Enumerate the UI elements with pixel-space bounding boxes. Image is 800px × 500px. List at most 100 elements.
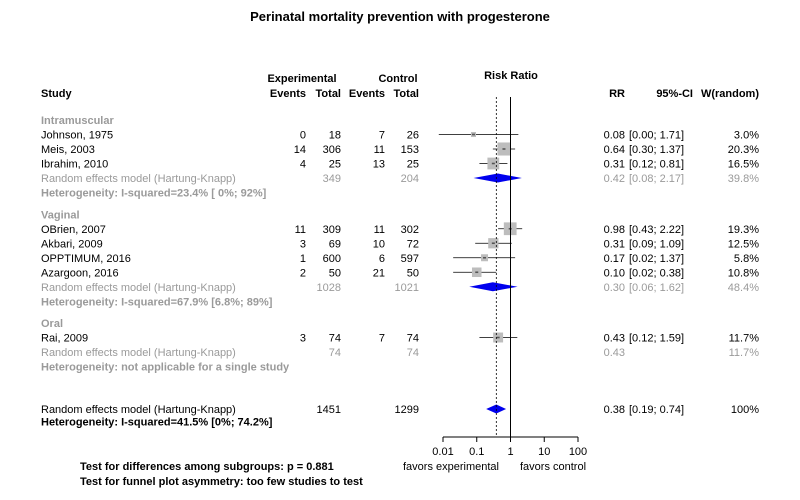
pooled-rr: 0.30 bbox=[604, 282, 625, 294]
rr-value: 0.64 bbox=[604, 144, 625, 156]
pooled-diamond bbox=[469, 282, 518, 292]
weight-value: 16.5% bbox=[728, 159, 759, 171]
header-weight: W(random) bbox=[701, 88, 759, 100]
pooled-weight: 48.4% bbox=[728, 282, 759, 294]
pooled-ci: [0.06; 1.62] bbox=[629, 282, 684, 294]
exp-events: 2 bbox=[300, 267, 306, 279]
study-label: Ibrahim, 2010 bbox=[41, 159, 108, 171]
header-control: Control bbox=[378, 73, 417, 85]
pooled-exp-total: 74 bbox=[329, 347, 341, 359]
x-tick-label: 100 bbox=[569, 446, 587, 458]
pooled-label: Random effects model (Hartung-Knapp) bbox=[41, 173, 236, 185]
pooled-rr: 0.42 bbox=[604, 173, 625, 185]
header-study: Study bbox=[41, 88, 72, 100]
header-experimental: Experimental bbox=[267, 73, 336, 85]
x-tick-label: 0.1 bbox=[469, 446, 484, 458]
header-exp-events: Events bbox=[270, 88, 306, 100]
ctrl-events: 10 bbox=[373, 238, 385, 250]
heterogeneity-label: Heterogeneity: I-squared=23.4% [ 0%; 92%… bbox=[41, 188, 267, 200]
footer-funnel-test: Test for funnel plot asymmetry: too few … bbox=[80, 476, 363, 488]
pooled-exp-total: 1028 bbox=[317, 282, 341, 294]
ctrl-events: 7 bbox=[379, 130, 385, 142]
ci-value: [0.30; 1.37] bbox=[629, 144, 684, 156]
weight-value: 12.5% bbox=[728, 238, 759, 250]
exp-total: 18 bbox=[329, 130, 341, 142]
x-axis: 0.01 0.1 1 10 100 bbox=[432, 97, 587, 458]
header-rr: RR bbox=[609, 88, 625, 100]
header-ctrl-total: Total bbox=[394, 88, 419, 100]
pooled-weight: 11.7% bbox=[729, 347, 760, 359]
header-ctrl-events: Events bbox=[349, 88, 385, 100]
ctrl-total: 26 bbox=[407, 130, 419, 142]
exp-events: 1 bbox=[300, 253, 306, 265]
ctrl-total: 25 bbox=[407, 159, 419, 171]
exp-events: 14 bbox=[294, 144, 306, 156]
ci-value: [0.43; 2.22] bbox=[629, 224, 684, 236]
ctrl-total: 74 bbox=[407, 333, 419, 345]
rr-value: 0.08 bbox=[604, 130, 625, 142]
overall-weight: 100% bbox=[731, 404, 759, 416]
header-exp-total: Total bbox=[316, 88, 341, 100]
overall-label: Random effects model (Hartung-Knapp) bbox=[41, 404, 236, 416]
ci-value: [0.12; 1.59] bbox=[629, 333, 684, 345]
footer-subgroup-test: Test for differences among subgroups: p … bbox=[80, 461, 334, 473]
x-tick-label: 0.01 bbox=[432, 446, 453, 458]
heterogeneity-label: Heterogeneity: not applicable for a sing… bbox=[41, 362, 290, 374]
rr-value: 0.43 bbox=[604, 333, 625, 345]
ctrl-total: 153 bbox=[401, 144, 419, 156]
exp-total: 50 bbox=[329, 267, 341, 279]
study-label: OPPTIMUM, 2016 bbox=[41, 253, 131, 265]
heterogeneity-label: Heterogeneity: I-squared=67.9% [6.8%; 89… bbox=[41, 296, 273, 308]
x-tick-label: 10 bbox=[538, 446, 550, 458]
exp-total: 600 bbox=[323, 253, 341, 265]
pooled-ctrl-total: 74 bbox=[407, 347, 419, 359]
weight-value: 10.8% bbox=[728, 267, 759, 279]
overall-ctrl-total: 1299 bbox=[395, 404, 419, 416]
overall-ci: [0.19; 0.74] bbox=[629, 404, 684, 416]
ctrl-events: 7 bbox=[379, 333, 385, 345]
rr-value: 0.31 bbox=[604, 238, 625, 250]
study-label: Meis, 2003 bbox=[41, 144, 95, 156]
ctrl-events: 11 bbox=[374, 224, 385, 236]
ctrl-events: 13 bbox=[373, 159, 385, 171]
pooled-exp-total: 349 bbox=[323, 173, 341, 185]
weight-value: 5.8% bbox=[734, 253, 759, 265]
ctrl-total: 72 bbox=[407, 238, 419, 250]
subgroup-label: Vaginal bbox=[41, 209, 80, 221]
overall-rr: 0.38 bbox=[604, 404, 625, 416]
ctrl-total: 50 bbox=[407, 267, 419, 279]
header-ci: 95%-CI bbox=[656, 88, 693, 100]
study-label: Azargoon, 2016 bbox=[41, 267, 119, 279]
ctrl-events: 6 bbox=[379, 253, 385, 265]
x-axis-right-label: favors control bbox=[520, 461, 586, 473]
ctrl-events: 21 bbox=[373, 267, 385, 279]
chart-title: Perinatal mortality prevention with prog… bbox=[250, 9, 550, 24]
subgroup-label: Oral bbox=[41, 318, 63, 330]
ctrl-total: 302 bbox=[401, 224, 419, 236]
pooled-ctrl-total: 1021 bbox=[395, 282, 419, 294]
ci-value: [0.09; 1.09] bbox=[629, 238, 684, 250]
x-axis-left-label: favors experimental bbox=[403, 461, 499, 473]
ci-value: [0.02; 0.38] bbox=[629, 267, 684, 279]
pooled-label: Random effects model (Hartung-Knapp) bbox=[41, 282, 236, 294]
ci-value: [0.12; 0.81] bbox=[629, 159, 684, 171]
rr-value: 0.31 bbox=[604, 159, 625, 171]
pooled-weight: 39.8% bbox=[728, 173, 759, 185]
subgroup-label: Intramuscular bbox=[41, 115, 114, 127]
exp-events: 3 bbox=[300, 333, 306, 345]
rr-value: 0.98 bbox=[604, 224, 625, 236]
exp-total: 306 bbox=[323, 144, 341, 156]
overall-heterogeneity: Heterogeneity: I-squared=41.5% [0%; 74.2… bbox=[41, 417, 273, 429]
overall-exp-total: 1451 bbox=[317, 404, 341, 416]
pooled-label: Random effects model (Hartung-Knapp) bbox=[41, 347, 236, 359]
exp-total: 309 bbox=[323, 224, 341, 236]
study-label: Rai, 2009 bbox=[41, 333, 88, 345]
study-label: OBrien, 2007 bbox=[41, 224, 106, 236]
weight-value: 3.0% bbox=[734, 130, 759, 142]
pooled-rr: 0.43 bbox=[604, 347, 625, 359]
exp-total: 74 bbox=[329, 333, 341, 345]
weight-value: 19.3% bbox=[728, 224, 759, 236]
rr-value: 0.10 bbox=[604, 267, 625, 279]
ci-value: [0.02; 1.37] bbox=[629, 253, 684, 265]
